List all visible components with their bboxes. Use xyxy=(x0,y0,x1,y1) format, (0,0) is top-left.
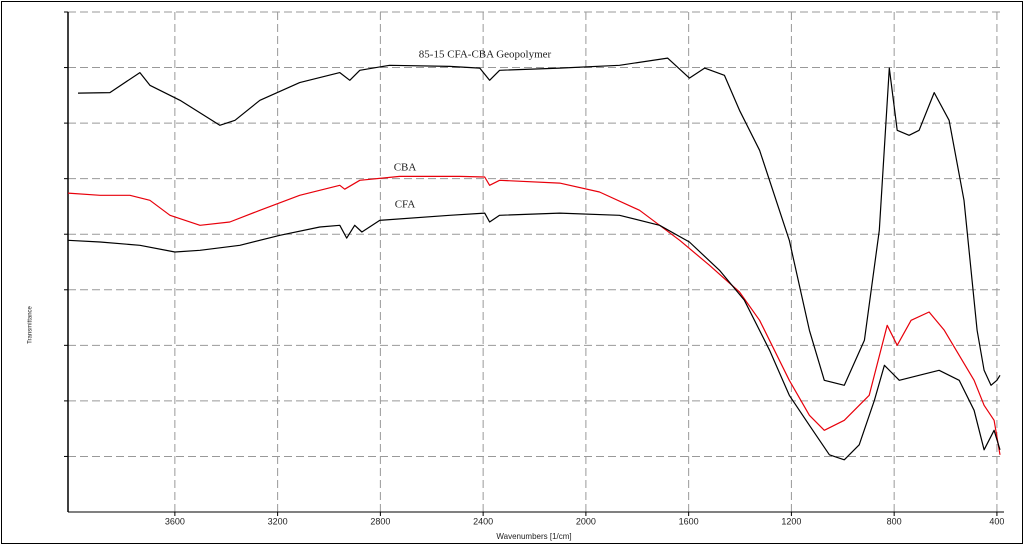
x-tick-label: 400 xyxy=(989,516,1004,526)
x-axis-label: Wavenumbers [1/cm] xyxy=(496,532,571,541)
x-tick-label: 3600 xyxy=(165,516,185,526)
x-tick-label: 2800 xyxy=(370,516,390,526)
x-tick-label: 1600 xyxy=(679,516,699,526)
series-label: 85-15 CFA-CBA Geopolymer xyxy=(419,49,552,61)
x-tick-label: 2400 xyxy=(473,516,493,526)
series-label: CFA xyxy=(395,199,416,211)
y-axis-label: Transmittance xyxy=(28,305,34,343)
series-line xyxy=(67,175,1001,455)
series-line xyxy=(67,212,1001,461)
x-tick-label: 3200 xyxy=(268,516,288,526)
series-line xyxy=(77,57,1001,386)
x-tick-label: 800 xyxy=(887,516,902,526)
x-tick-label: 1200 xyxy=(781,516,801,526)
series-label: CBA xyxy=(394,162,417,174)
x-tick-label: 2000 xyxy=(576,516,596,526)
